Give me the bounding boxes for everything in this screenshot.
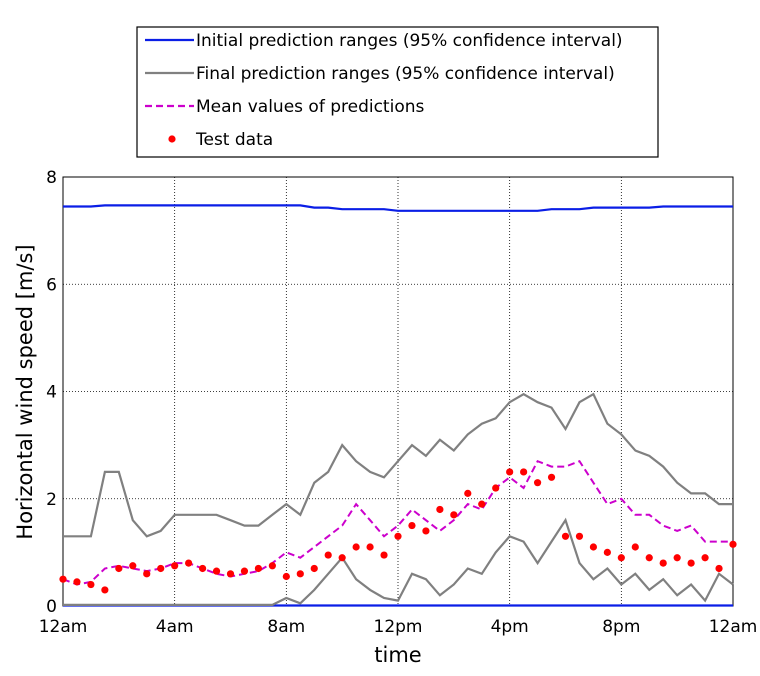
data-point bbox=[645, 554, 653, 562]
data-point bbox=[450, 511, 458, 519]
data-point bbox=[254, 564, 263, 573]
x-tick-label: 4am bbox=[156, 617, 194, 637]
data-point bbox=[436, 505, 444, 514]
data-point bbox=[101, 586, 109, 594]
data-point bbox=[533, 479, 542, 487]
data-point bbox=[464, 489, 472, 497]
data-point bbox=[226, 570, 235, 578]
data-point bbox=[729, 540, 737, 548]
data-point bbox=[73, 578, 81, 586]
data-point bbox=[408, 521, 416, 530]
x-tick-label: 12pm bbox=[374, 617, 423, 637]
y-axis-label: Horizontal wind speed [m/s] bbox=[13, 244, 37, 539]
data-point bbox=[520, 468, 528, 476]
data-point bbox=[701, 554, 709, 562]
legend-label: Test data bbox=[195, 130, 273, 150]
x-tick-label: 12am bbox=[709, 617, 758, 637]
legend-label: Initial prediction ranges (95% confidenc… bbox=[196, 31, 623, 51]
data-point bbox=[129, 562, 137, 570]
data-point bbox=[198, 564, 207, 573]
legend-label: Mean values of predictions bbox=[196, 97, 424, 117]
data-point bbox=[561, 532, 570, 540]
data-point bbox=[87, 580, 95, 589]
series-line bbox=[63, 517, 734, 606]
x-tick-label: 8pm bbox=[602, 617, 640, 637]
y-tick-label: 0 bbox=[46, 597, 57, 617]
data-point bbox=[59, 575, 67, 583]
data-point bbox=[268, 562, 276, 570]
data-point bbox=[324, 551, 332, 559]
data-point bbox=[478, 500, 486, 508]
legend-box bbox=[136, 26, 659, 158]
data-point bbox=[380, 551, 388, 559]
data-point bbox=[366, 543, 374, 551]
y-tick-label: 6 bbox=[46, 275, 57, 295]
x-axis-label: time bbox=[374, 643, 421, 667]
y-tick-label: 2 bbox=[46, 490, 57, 510]
data-point bbox=[352, 543, 360, 551]
data-point bbox=[115, 564, 123, 573]
data-point bbox=[575, 532, 584, 540]
legend-swatch bbox=[168, 135, 176, 143]
data-point bbox=[212, 567, 221, 575]
data-point bbox=[422, 527, 430, 535]
data-point bbox=[631, 543, 639, 551]
plot-frame bbox=[62, 176, 734, 607]
series-line bbox=[63, 392, 733, 538]
data-point bbox=[296, 570, 304, 578]
data-point bbox=[547, 473, 556, 481]
data-point bbox=[282, 572, 290, 581]
data-point bbox=[185, 559, 193, 567]
data-point bbox=[673, 554, 681, 562]
data-point bbox=[240, 567, 249, 575]
series-line bbox=[62, 459, 733, 586]
data-point bbox=[715, 564, 723, 573]
data-point bbox=[338, 554, 346, 562]
data-point bbox=[589, 543, 598, 551]
x-tick-label: 12am bbox=[39, 617, 88, 637]
data-point bbox=[603, 548, 611, 556]
data-point bbox=[617, 554, 625, 562]
data-point bbox=[394, 532, 402, 540]
data-point bbox=[171, 562, 179, 570]
data-point bbox=[310, 564, 318, 573]
data-point bbox=[143, 570, 151, 578]
data-point bbox=[157, 564, 165, 573]
y-tick-label: 8 bbox=[46, 168, 57, 188]
y-tick-label: 4 bbox=[46, 383, 57, 403]
data-point bbox=[506, 468, 514, 476]
data-point bbox=[687, 559, 695, 567]
legend-label: Final prediction ranges (95% confidence … bbox=[196, 64, 615, 84]
series-line bbox=[63, 204, 733, 212]
data-point bbox=[659, 559, 667, 567]
data-point bbox=[492, 484, 500, 492]
x-tick-label: 4pm bbox=[491, 617, 529, 637]
x-tick-label: 8am bbox=[267, 617, 305, 637]
